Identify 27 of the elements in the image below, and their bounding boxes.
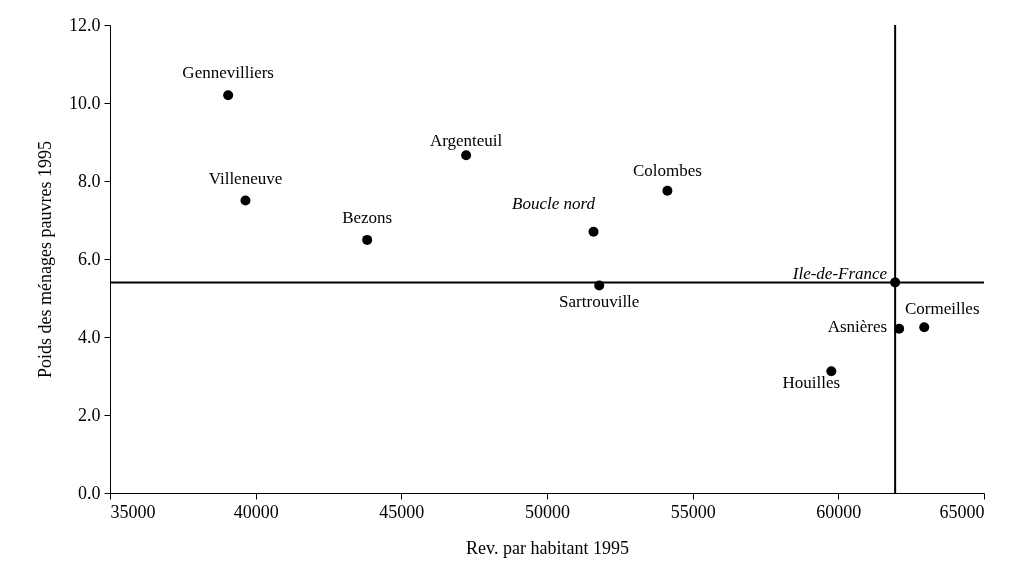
annotation: Sartrouville (559, 291, 640, 311)
y-tick-label: 2.0 (78, 404, 101, 425)
x-tick-label: 65000 (939, 501, 985, 522)
x-tick-label: 55000 (670, 501, 716, 522)
annotation: Argenteuil (429, 131, 503, 151)
annotation: Bezons (342, 207, 393, 227)
x-tick-label: 40000 (233, 501, 279, 522)
y-axis-title: Poids des ménages pauvres 1995 (35, 141, 55, 378)
y-tick-label: 10.0 (69, 92, 101, 113)
x-tick-label: 35000 (110, 501, 156, 522)
y-tick-label: 12.0 (69, 14, 101, 35)
y-tick-label: 8.0 (78, 170, 101, 191)
annotation: Cormeilles (904, 299, 980, 319)
annotation: Villeneuve (208, 168, 283, 188)
x-axis-title: Rev. par habitant 1995 (466, 537, 629, 558)
annotation: Boucle nord (512, 193, 596, 213)
y-tick-label: 6.0 (78, 248, 101, 269)
y-tick-label: 0.0 (78, 482, 101, 503)
x-tick-label: 60000 (816, 501, 862, 522)
x-tick-label: 50000 (525, 501, 570, 522)
annotation: Ile-de-France (791, 264, 888, 284)
annotation: Gennevilliers (182, 63, 274, 83)
annotation: Colombes (632, 160, 702, 180)
annotation: Houilles (782, 373, 841, 393)
y-tick-label: 4.0 (78, 326, 101, 347)
annotation: Asnières (827, 316, 888, 336)
x-tick-label: 45000 (379, 501, 425, 522)
